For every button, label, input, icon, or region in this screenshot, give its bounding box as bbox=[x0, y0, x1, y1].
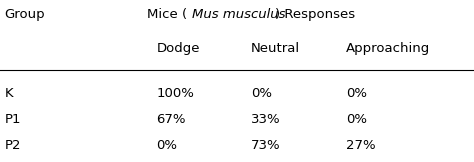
Text: Mice (: Mice ( bbox=[147, 8, 187, 21]
Text: P2: P2 bbox=[5, 139, 21, 152]
Text: 73%: 73% bbox=[251, 139, 281, 152]
Text: Approaching: Approaching bbox=[346, 42, 430, 55]
Text: 0%: 0% bbox=[156, 139, 177, 152]
Text: 0%: 0% bbox=[346, 113, 367, 126]
Text: Group: Group bbox=[5, 8, 46, 21]
Text: Mus musculus: Mus musculus bbox=[192, 8, 285, 21]
Text: Neutral: Neutral bbox=[251, 42, 301, 55]
Text: 67%: 67% bbox=[156, 113, 186, 126]
Text: 27%: 27% bbox=[346, 139, 375, 152]
Text: P1: P1 bbox=[5, 113, 21, 126]
Text: Dodge: Dodge bbox=[156, 42, 200, 55]
Text: K: K bbox=[5, 87, 13, 100]
Text: 0%: 0% bbox=[346, 87, 367, 100]
Text: 100%: 100% bbox=[156, 87, 194, 100]
Text: ) Responses: ) Responses bbox=[275, 8, 355, 21]
Text: 0%: 0% bbox=[251, 87, 272, 100]
Text: 33%: 33% bbox=[251, 113, 281, 126]
